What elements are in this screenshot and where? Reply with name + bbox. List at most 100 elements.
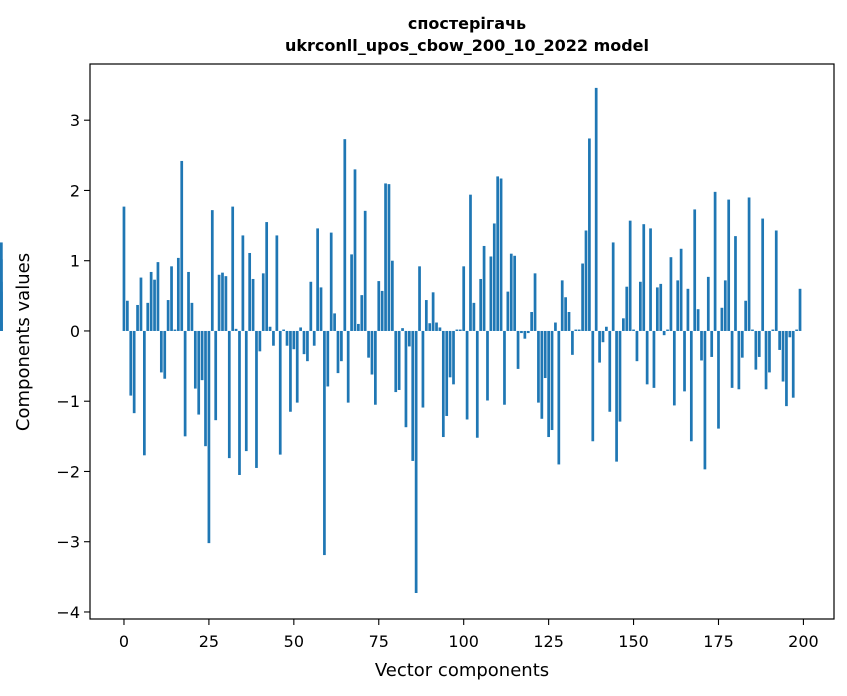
bars-group [0, 87, 802, 593]
bar-57 [316, 228, 319, 331]
bar-82 [401, 328, 404, 331]
bar-33 [234, 328, 238, 331]
bar-182 [740, 330, 744, 358]
bar-132 [571, 330, 574, 355]
bar-184 [747, 197, 751, 331]
bar-161 [669, 257, 673, 331]
bar-152 [639, 281, 642, 331]
bar-7 [146, 302, 150, 331]
bar-19 [187, 271, 190, 331]
bar-111 [499, 178, 503, 331]
bar-36 [244, 330, 248, 452]
bar-157 [655, 287, 659, 331]
y-axis-ticks: −4 −3 −2 −1 0 1 2 3 [56, 111, 90, 622]
bar-31 [227, 330, 231, 459]
bar-147 [622, 318, 625, 331]
bar-179 [730, 330, 734, 388]
bar-69 [357, 323, 360, 331]
bar-141 [601, 330, 605, 343]
bar-40 [258, 330, 262, 352]
bar-139 [594, 87, 598, 331]
bar-29 [221, 272, 224, 331]
bar-117 [520, 330, 523, 334]
bar-24 [204, 330, 207, 447]
bar-3 [132, 330, 136, 414]
bar-63 [336, 330, 340, 374]
x-axis-label: Vector components [375, 660, 549, 681]
bar-44 [272, 330, 275, 346]
bar-124 [543, 330, 547, 379]
bar-68 [353, 169, 357, 331]
bar-191 [771, 329, 775, 331]
bar-80 [394, 330, 398, 393]
bar-125 [547, 330, 550, 438]
bar-45 [275, 235, 279, 331]
y-tick-label: −2 [56, 462, 80, 481]
bar-177 [723, 280, 727, 331]
bar-65 [343, 139, 347, 331]
bar-93 [438, 327, 442, 331]
bar-55 [309, 281, 313, 331]
bar-155 [649, 228, 652, 331]
bar-74 [374, 330, 377, 405]
bar-87 [418, 266, 421, 331]
bar-49 [289, 330, 292, 412]
bar-2 [129, 330, 133, 396]
bar-75 [377, 281, 381, 331]
bar-154 [645, 330, 649, 385]
bar-23 [200, 330, 204, 381]
bar-167 [689, 330, 693, 442]
bar-86 [414, 330, 418, 593]
bar-84 [407, 330, 411, 347]
bar-22 [197, 330, 201, 415]
bar-158 [659, 283, 663, 331]
bar-9 [153, 279, 156, 331]
bar-42 [265, 222, 269, 331]
bar-174 [713, 191, 717, 331]
bar-170 [700, 330, 703, 361]
bar-83 [404, 330, 408, 428]
bar-113 [506, 291, 510, 331]
bar-95 [445, 330, 449, 416]
x-axis-ticks: 0 25 50 75 100 125 150 175 200 [119, 619, 819, 651]
bar-47 [282, 329, 285, 331]
bar-30 [224, 276, 228, 331]
bar-10 [156, 262, 160, 331]
bar-176 [720, 307, 724, 331]
bar-66 [346, 330, 350, 403]
bar-165 [683, 330, 686, 392]
bar-120 [530, 311, 533, 331]
y-tick-label: 1 [70, 252, 80, 271]
bar-85 [411, 330, 415, 461]
bar-183 [744, 300, 748, 331]
bar-54 [306, 330, 309, 362]
bar-163 [676, 280, 680, 331]
bar-199 [798, 288, 802, 331]
bar-140 [598, 330, 601, 363]
bar-197 [791, 330, 795, 398]
bar-137 [588, 138, 591, 331]
bar-77 [384, 183, 387, 331]
x-tick-label: 175 [703, 632, 734, 651]
bar-192 [774, 230, 778, 331]
bar-148 [625, 286, 629, 331]
bar-34 [238, 330, 241, 475]
bar-145 [615, 330, 618, 462]
bar-53 [302, 330, 306, 355]
bar-71 [363, 210, 367, 331]
bar-153 [642, 224, 646, 331]
y-tick-label: 3 [70, 111, 80, 130]
bar-114 [509, 253, 513, 331]
bar-173 [710, 330, 714, 357]
bar-6 [143, 330, 146, 456]
bar-130 [564, 297, 567, 331]
y-tick-label: 2 [70, 181, 80, 200]
bar-143 [608, 330, 612, 412]
bar-121 [533, 273, 537, 331]
bar-72 [367, 330, 370, 358]
bar-99 [458, 329, 462, 331]
bar-4 [136, 304, 139, 331]
x-tick-label: 25 [199, 632, 219, 651]
bar-62 [333, 313, 336, 331]
